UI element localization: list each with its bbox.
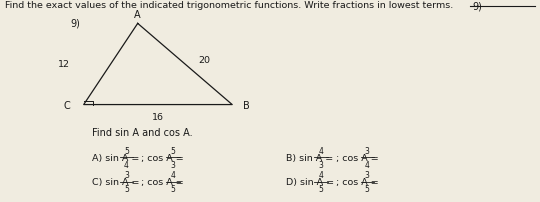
Text: C: C — [64, 100, 70, 110]
Text: Find the exact values of the indicated trigonometric functions. Write fractions : Find the exact values of the indicated t… — [5, 1, 454, 10]
Text: Find sin A and cos A.: Find sin A and cos A. — [92, 127, 192, 137]
Text: C) sin A =: C) sin A = — [92, 177, 139, 186]
Text: 9): 9) — [472, 1, 482, 11]
Text: 4: 4 — [318, 146, 323, 155]
Text: 4: 4 — [364, 160, 369, 169]
Text: 5: 5 — [170, 146, 175, 155]
Text: 4: 4 — [170, 170, 175, 179]
Text: 5: 5 — [124, 184, 129, 193]
Text: B: B — [243, 100, 249, 110]
Text: D) sin A =: D) sin A = — [286, 177, 334, 186]
Text: 4: 4 — [124, 160, 129, 169]
Text: A: A — [134, 10, 141, 20]
Text: 20: 20 — [199, 56, 211, 65]
Text: ; cos A =: ; cos A = — [336, 153, 379, 162]
Text: B) sin A =: B) sin A = — [286, 153, 334, 162]
Text: A) sin A =: A) sin A = — [92, 153, 139, 162]
Text: 3: 3 — [364, 146, 369, 155]
Text: 3: 3 — [124, 170, 129, 179]
Text: 3: 3 — [170, 160, 175, 169]
Text: 3: 3 — [318, 160, 323, 169]
Text: 5: 5 — [124, 146, 129, 155]
Text: ; cos A =: ; cos A = — [141, 177, 184, 186]
Text: 5: 5 — [170, 184, 175, 193]
Text: 5: 5 — [318, 184, 323, 193]
Text: 9): 9) — [70, 18, 80, 28]
Text: 3: 3 — [364, 170, 369, 179]
Text: 16: 16 — [152, 113, 164, 122]
Text: 12: 12 — [58, 60, 70, 69]
Text: ; cos A =: ; cos A = — [141, 153, 184, 162]
Text: 5: 5 — [364, 184, 369, 193]
Text: 4: 4 — [318, 170, 323, 179]
Text: ; cos A =: ; cos A = — [336, 177, 379, 186]
